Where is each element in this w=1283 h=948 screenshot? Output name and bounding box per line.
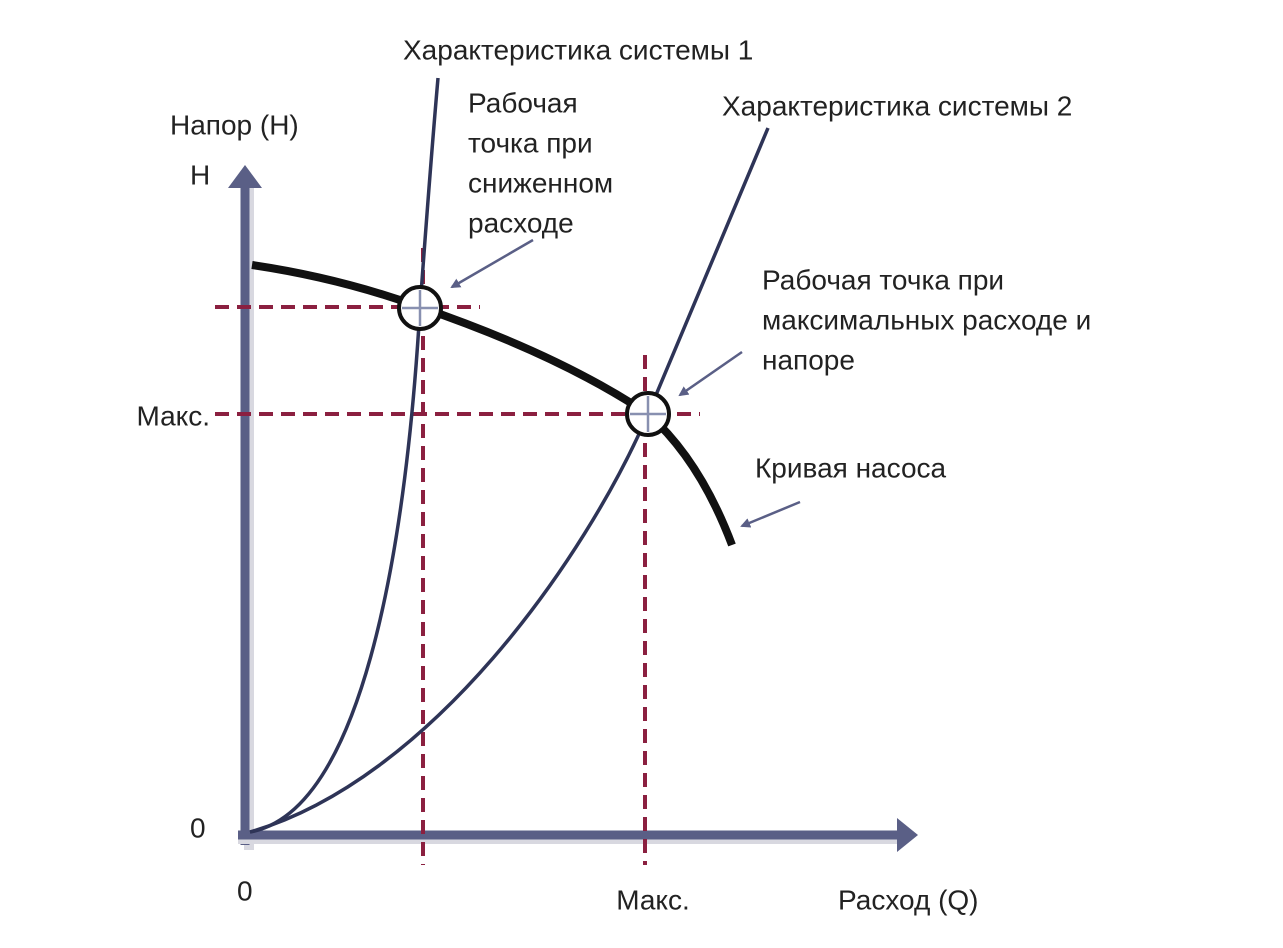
y-axis-title: Напор (H): [170, 109, 299, 140]
system-curve-1: [249, 77, 440, 834]
curve-label: Характеристика системы 1: [403, 34, 753, 65]
x-axis-zero: 0: [237, 875, 253, 906]
axes: [228, 165, 918, 852]
point-label: Рабочая точка при: [762, 264, 1004, 295]
operating-point: [397, 285, 443, 331]
y-axis-max: Макс.: [136, 400, 210, 431]
curve-label: Кривая насоса: [755, 452, 947, 483]
y-axis-zero: 0: [190, 812, 206, 843]
operating-point: [625, 391, 671, 437]
system-curve-2: [249, 127, 770, 834]
x-axis-title: Расход (Q): [838, 884, 979, 915]
point-label: напоре: [762, 344, 855, 375]
x-axis-max: Макс.: [616, 884, 690, 915]
guide-lines: [215, 248, 700, 865]
point-label: Рабочая: [468, 87, 578, 118]
pointer-arrows: [450, 238, 801, 528]
point-label: сниженном: [468, 167, 613, 198]
point-label: точка при: [468, 127, 593, 158]
curve-label: Характеристика системы 2: [722, 90, 1072, 121]
point-label: максимальных расходе и: [762, 304, 1091, 335]
point-label: расходе: [468, 207, 574, 238]
pump-curve: [251, 261, 736, 547]
y-axis-symbol: H: [190, 159, 210, 190]
